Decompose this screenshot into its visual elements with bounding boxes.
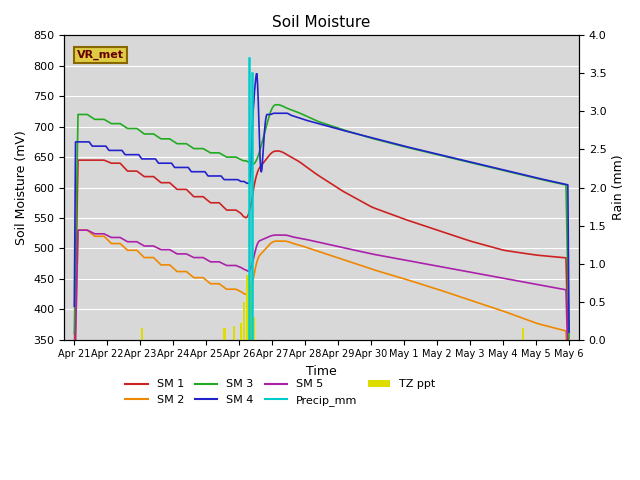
SM 2 [358,263,366,269]
Bar [243,302,245,340]
SM 5 [70,389,78,395]
X-axis label: Time: Time [307,365,337,378]
SM 2 [565,421,573,427]
SM 3 [101,117,109,122]
Bar [250,283,252,340]
Y-axis label: Soil Moisture (mV): Soil Moisture (mV) [15,130,28,245]
SM 3 [565,336,573,341]
Legend: SM 1, SM 2, SM 3, SM 4, SM 5, Precip_mm, TZ ppt: SM 1, SM 2, SM 3, SM 4, SM 5, Precip_mm,… [121,375,440,410]
SM 5 [565,396,573,402]
SM 3 [387,140,394,146]
SM 5 [74,228,82,233]
SM 1 [387,211,394,217]
SM 2 [446,290,454,296]
SM 1 [446,231,454,237]
Bar [240,323,242,340]
SM 2 [497,308,505,313]
SM 4 [565,329,573,335]
Line: SM 3: SM 3 [74,105,569,338]
SM 3 [371,136,379,142]
SM 1 [371,205,379,211]
SM 2 [101,235,109,240]
SM 4 [253,71,261,77]
Text: VR_met: VR_met [77,50,124,60]
SM 5 [371,252,379,257]
SM 3 [273,102,280,108]
SM 5 [446,265,454,271]
SM 3 [70,331,78,336]
SM 2 [70,389,78,395]
SM 1 [565,378,573,384]
Title: Soil Moisture: Soil Moisture [273,15,371,30]
SM 1 [358,199,366,205]
SM 1 [497,247,505,252]
Bar [246,275,248,340]
SM 5 [358,249,366,255]
Line: SM 1: SM 1 [74,151,569,381]
SM 5 [497,275,505,281]
SM 4 [497,167,505,172]
SM 3 [446,155,454,161]
SM 2 [371,267,379,273]
SM 4 [358,132,366,138]
Y-axis label: Rain (mm): Rain (mm) [612,155,625,220]
Line: SM 5: SM 5 [74,230,569,399]
Bar [233,326,236,340]
SM 4 [101,143,109,149]
SM 3 [497,167,505,173]
Bar [253,317,255,340]
Line: SM 4: SM 4 [74,74,569,332]
SM 1 [70,354,78,360]
SM 4 [70,303,78,309]
SM 1 [101,157,109,163]
SM 4 [446,154,454,160]
Bar [522,328,524,340]
SM 5 [387,254,394,260]
SM 4 [387,140,394,145]
Bar [141,328,143,340]
Bar [223,328,225,340]
SM 5 [101,231,109,237]
SM 2 [74,228,82,233]
SM 1 [273,148,280,154]
Line: SM 2: SM 2 [74,230,569,424]
SM 2 [387,272,394,277]
SM 4 [371,136,379,142]
SM 3 [358,132,366,138]
